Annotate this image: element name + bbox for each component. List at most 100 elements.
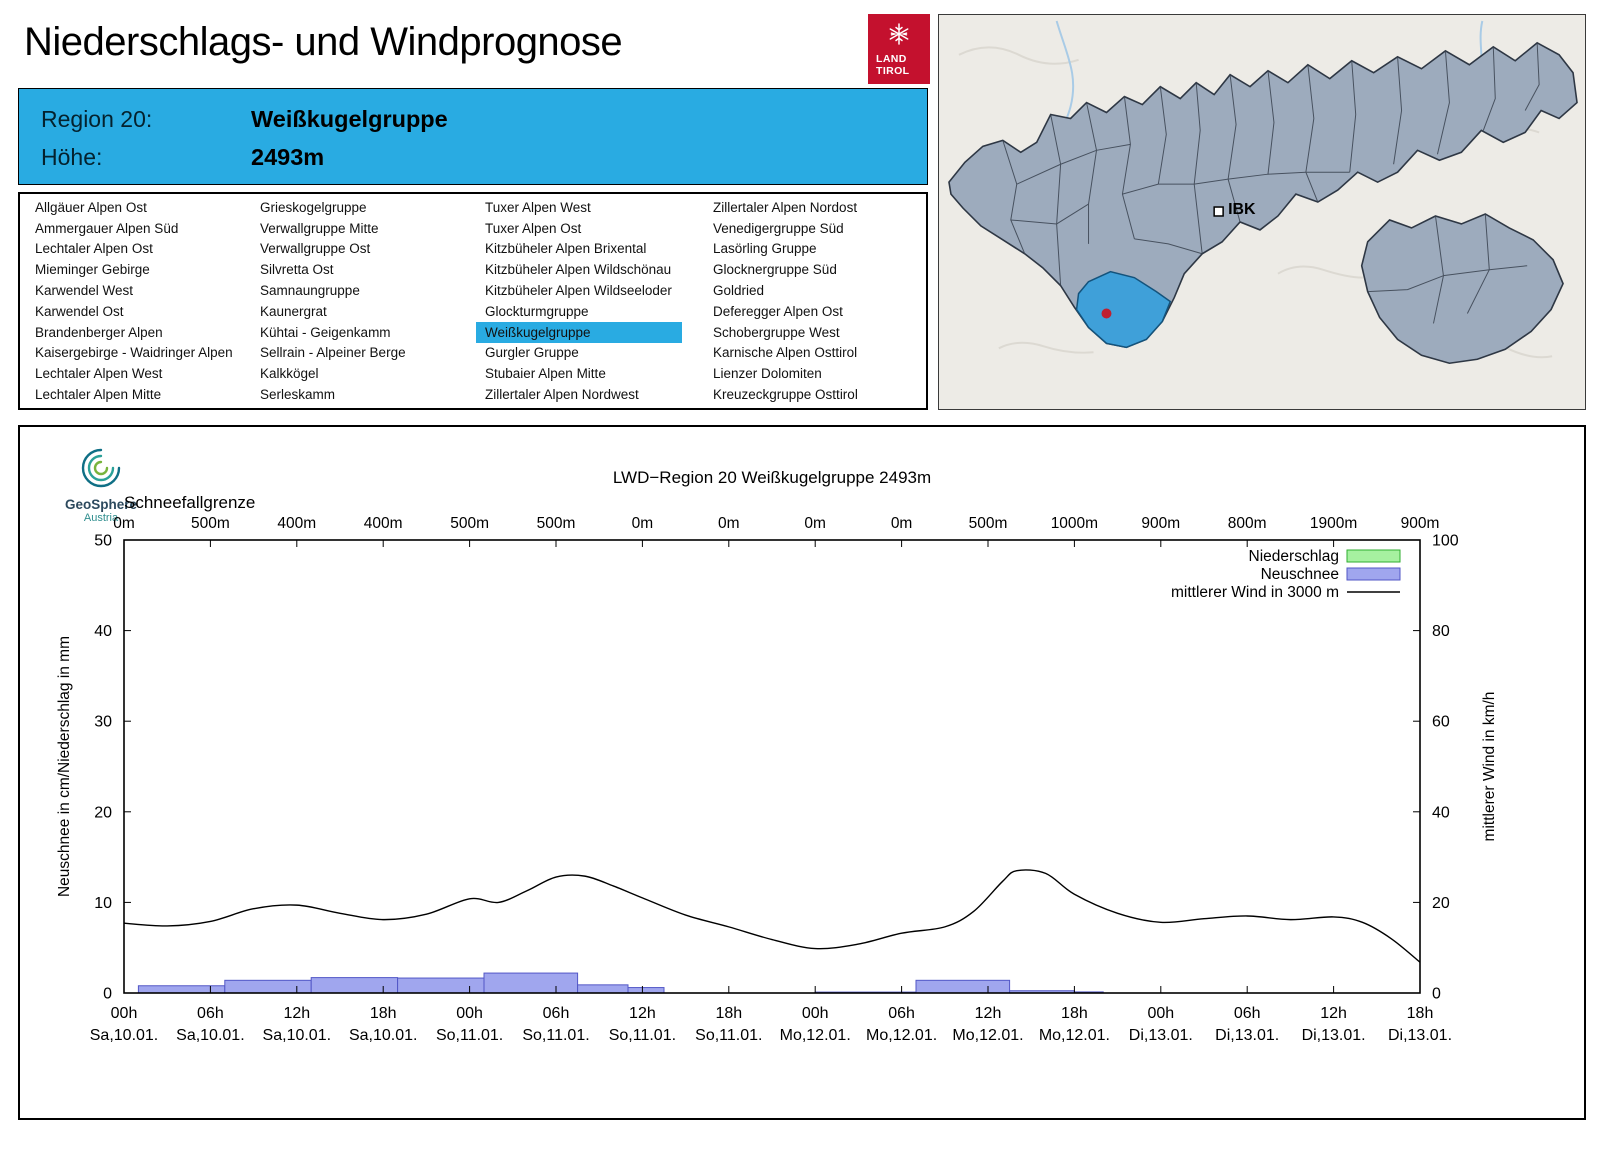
region-list-item[interactable]: Brandenberger Alpen [35,324,163,340]
tirol-region-map[interactable]: IBK [938,14,1586,410]
plot-border [123,539,1421,994]
region-list-item[interactable]: Karwendel Ost [35,303,124,319]
region-list-item[interactable]: Tuxer Alpen West [485,199,591,215]
region-list-item[interactable]: Kaunergrat [260,303,327,319]
region-list-item[interactable]: Lechtaler Alpen Mitte [35,387,162,403]
region-list-item[interactable]: Kitzbüheler Alpen Brixental [485,241,647,257]
region-list-item[interactable]: Venedigergruppe Süd [713,220,844,236]
y-tick-label: 0 [103,986,112,1003]
region-list-item[interactable]: Serleskamm [260,387,336,403]
region-list-item[interactable]: Schobergruppe West [713,324,840,340]
y-tick-label: 20 [94,804,112,821]
x-tick-time: 12h [1320,1005,1347,1022]
region-list-item[interactable]: Kitzbüheler Alpen Wildseeloder [485,283,672,299]
region-list-item[interactable]: Weißkugelgruppe [476,321,682,343]
region-list-item[interactable]: Zillertaler Alpen Nordwest [485,387,639,403]
y-axis-label: Neuschnee in cm/Niederschlag in mm [56,636,73,897]
x-tick-date: Di,13.01. [1302,1027,1366,1044]
snowline-value: 0m [113,515,135,532]
region-list-item[interactable]: Karwendel West [35,283,134,299]
region-list-item[interactable]: Ammergauer Alpen Süd [35,220,179,236]
snowline-value: 1900m [1310,515,1357,532]
region-list-item[interactable]: Zillertaler Alpen Nordost [713,199,858,215]
x-tick-time: 00h [111,1005,138,1022]
neuschnee-bar [627,987,665,994]
forecast-chart-panel: GeoSphere Austria LWD−Region 20 Weißkuge… [18,425,1586,1120]
region-list-item[interactable]: Tuxer Alpen Ost [485,220,582,236]
x-tick-date: Mo,12.01. [780,1027,851,1044]
land-tirol-logo: LAND TIROL [868,14,930,84]
region-list-item[interactable]: Grieskogelgruppe [260,199,367,215]
region-borders [1002,42,1540,324]
region-list-item[interactable]: Silvretta Ost [260,262,334,278]
x-tick-date: Sa,10.01. [349,1027,418,1044]
geosphere-name: GeoSphere [64,497,138,512]
x-tick-time: 00h [802,1005,829,1022]
land-tirol-wordmark: LAND TIROL [876,53,910,77]
region-list-item[interactable]: Samnaungruppe [260,283,360,299]
x-tick-time: 12h [629,1005,656,1022]
region-list-item[interactable]: Kalkkögel [260,366,319,382]
legend-swatch [1346,549,1401,563]
region-list: Allgäuer Alpen Ost Ammergauer Alpen Süd Le… [18,192,928,410]
region-list-item[interactable]: Goldried [713,283,765,299]
region-list-item[interactable]: Kreuzeckgruppe Osttirol [713,387,858,403]
snowline-value: 400m [364,515,403,532]
x-tick-time: 18h [715,1005,742,1022]
x-tick-date: Di,13.01. [1215,1027,1279,1044]
region-list-item[interactable]: Verwallgruppe Ost [260,241,371,257]
region-list-item[interactable]: Mieminger Gebirge [35,262,150,278]
region-list-item[interactable]: Lasörling Gruppe [713,241,817,257]
x-tick-time: 12h [283,1005,310,1022]
x-tick-date: Sa,10.01. [263,1027,332,1044]
y2-tick-label: 80 [1432,623,1450,640]
snowline-value: 1000m [1051,515,1098,532]
chart-title: LWD−Region 20 Weißkugelgruppe 2493m [613,468,931,487]
snowline-value: 900m [1401,515,1440,532]
y-tick-label: 10 [94,895,112,912]
region-list-item[interactable]: Karnische Alpen Osttirol [713,345,858,361]
neuschnee-bar [310,977,399,994]
snowline-value: 0m [632,515,654,532]
x-tick-time: 06h [197,1005,224,1022]
ibk-label: IBK [1228,201,1256,218]
region-list-item[interactable]: Lienzer Dolomiten [713,366,822,382]
region-list-item[interactable]: Lechtaler Alpen West [35,366,163,382]
x-tick-time: 00h [1147,1005,1174,1022]
region-list-item[interactable]: Kaisergebirge - Waidringer Alpen [35,345,233,361]
region-list-item[interactable]: Allgäuer Alpen Ost [35,199,147,215]
geosphere-swirl-icon [81,448,121,488]
region-list-item[interactable]: Verwallgruppe Mitte [260,220,379,236]
region-list-item[interactable]: Sellrain - Alpeiner Berge [260,345,406,361]
y2-axis-label: mittlerer Wind in km/h [1481,692,1498,842]
region-list-item[interactable]: Stubaier Alpen Mitte [485,366,606,382]
region-info-panel: Region 20: Weißkugelgruppe Höhe: 2493m [18,88,928,185]
y-tick-label: 30 [94,714,112,731]
snowline-value: 500m [969,515,1008,532]
y-tick-label: 50 [94,533,112,550]
region-list-item[interactable]: Glockturmgruppe [485,303,589,319]
x-tick-date: So,11.01. [695,1027,762,1044]
neuschnee-bar [483,972,579,994]
region-list-item[interactable]: Kitzbüheler Alpen Wildschönau [485,262,672,278]
neuschnee-bar [137,985,226,994]
region-list-item[interactable]: Kühtai - Geigenkamm [260,324,391,340]
snowline-value: 0m [804,515,826,532]
region-list-item[interactable]: Glocknergruppe Süd [713,262,837,278]
legend-label: mittlerer Wind in 3000 m [1171,584,1339,601]
region-list-item[interactable]: Gurgler Gruppe [485,345,579,361]
region-list-item[interactable]: Lechtaler Alpen Ost [35,241,153,257]
snowline-value: 0m [718,515,740,532]
region-list-item[interactable]: Deferegger Alpen Ost [713,303,843,319]
elevation-value: 2493m [251,143,325,170]
region-value: Weißkugelgruppe [251,105,448,132]
y2-tick-label: 60 [1432,714,1450,731]
legend-label: Niederschlag [1249,548,1339,565]
selected-region-shape[interactable] [1075,270,1172,349]
x-tick-date: Sa,10.01. [176,1027,245,1044]
x-tick-date: Di,13.01. [1388,1027,1452,1044]
x-tick-date: Mo,12.01. [1039,1027,1110,1044]
geosphere-austria-logo: GeoSphere Austria [48,445,154,524]
neuschnee-bar [397,977,485,994]
